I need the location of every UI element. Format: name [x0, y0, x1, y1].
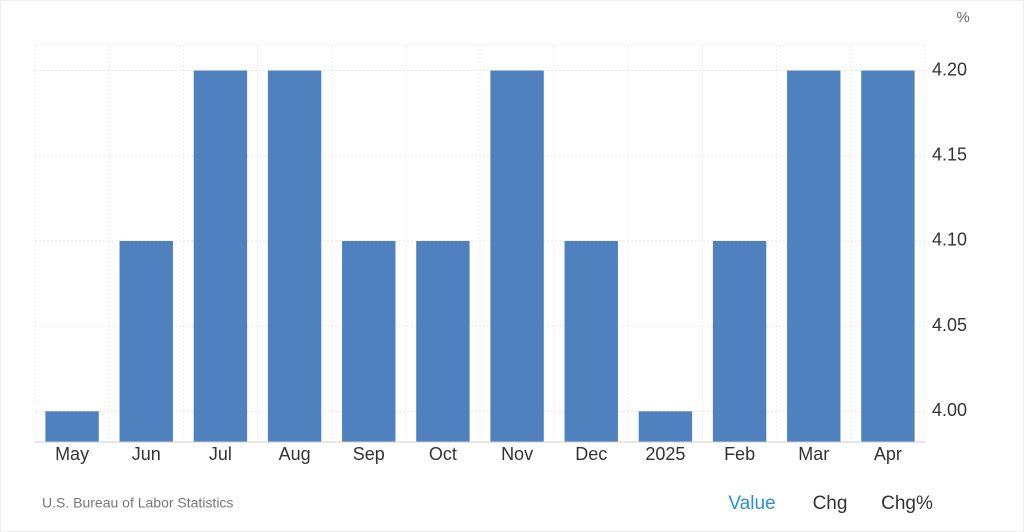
- bar: [861, 70, 915, 443]
- x-tick-label: Oct: [429, 444, 457, 464]
- y-tick-label: 4.05: [932, 315, 967, 335]
- bar: [267, 70, 322, 443]
- bar: [712, 240, 767, 442]
- bar: [119, 240, 173, 442]
- y-tick-label: 4.15: [932, 145, 967, 165]
- unit-label: %: [956, 9, 969, 26]
- x-tick-label: Apr: [874, 444, 902, 464]
- bar: [564, 240, 618, 442]
- chg-button[interactable]: Chg: [813, 493, 848, 514]
- bar: [416, 240, 470, 442]
- x-tick-label: Nov: [501, 444, 533, 464]
- x-tick-label: Mar: [798, 444, 829, 464]
- y-tick-label: 4.00: [932, 400, 967, 420]
- x-tick-label: Jun: [132, 444, 161, 464]
- x-tick-label: Sep: [353, 444, 385, 464]
- x-tick-label: 2025: [645, 444, 685, 464]
- bar: [787, 70, 841, 443]
- bar: [638, 411, 693, 442]
- x-tick-label: May: [55, 444, 89, 464]
- bar: [193, 70, 248, 443]
- bar: [490, 70, 544, 443]
- x-tick-label: Jul: [209, 444, 232, 464]
- x-tick-label: Dec: [575, 444, 607, 464]
- bar: [342, 240, 396, 442]
- x-tick-label: Aug: [279, 444, 311, 464]
- y-tick-label: 4.20: [932, 59, 967, 79]
- chg-pct-button[interactable]: Chg%: [881, 493, 933, 514]
- y-tick-label: 4.10: [932, 230, 967, 250]
- value-button[interactable]: Value: [728, 493, 775, 514]
- x-tick-label: Feb: [724, 444, 755, 464]
- bar: [45, 411, 99, 442]
- source: U.S. Bureau of Labor Statistics: [42, 495, 233, 511]
